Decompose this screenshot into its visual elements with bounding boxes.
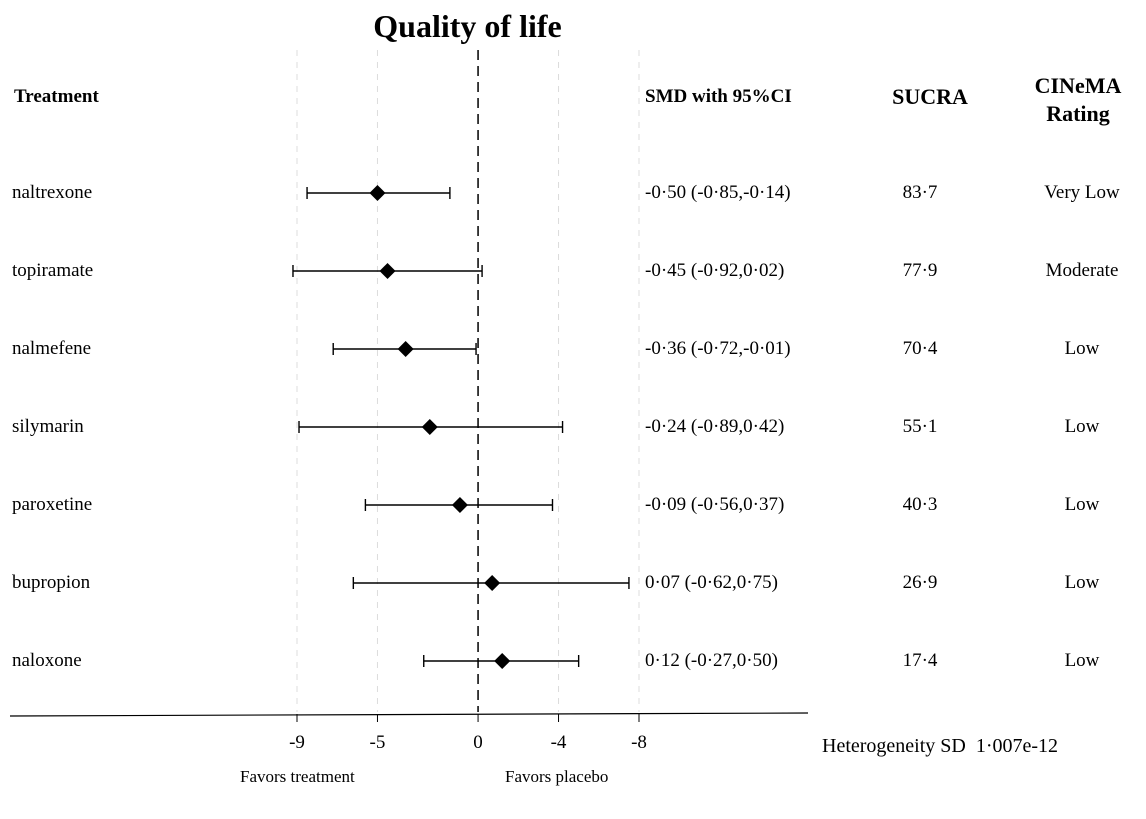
- favors-treatment-label: Favors treatment: [240, 767, 355, 786]
- row-label-bupropion: bupropion: [12, 572, 91, 593]
- point-estimate-naltrexone: [369, 185, 386, 201]
- x-tick-label-3: -4: [551, 732, 567, 753]
- cinema-rating-nalmefene: Low: [1064, 338, 1100, 359]
- column-header-cinema-line2: Rating: [1046, 101, 1110, 126]
- smd-value-bupropion: 0·07 (-0·62,0·75): [645, 572, 778, 593]
- smd-value-naltrexone: -0·50 (-0·85,-0·14): [645, 182, 791, 203]
- smd-value-topiramate: -0·45 (-0·92,0·02): [645, 260, 785, 281]
- favors-placebo-label: Favors placebo: [505, 767, 609, 786]
- column-header-smd: SMD with 95%CI: [645, 86, 792, 107]
- cinema-rating-silymarin: Low: [1064, 416, 1100, 437]
- heterogeneity-value: 1·007e-12: [975, 735, 1059, 757]
- cinema-rating-topiramate: Moderate: [1045, 260, 1119, 281]
- row-label-silymarin: silymarin: [12, 416, 84, 437]
- cinema-rating-bupropion: Low: [1064, 572, 1100, 593]
- sucra-value-paroxetine: 40·3: [902, 494, 938, 515]
- row-label-naloxone: naloxone: [12, 650, 82, 671]
- row-label-paroxetine: paroxetine: [12, 494, 93, 515]
- chart-title: Quality of life: [373, 8, 562, 44]
- point-estimate-nalmefene: [397, 341, 414, 357]
- column-header-cinema-line1: CINeMA: [1034, 73, 1122, 98]
- point-estimate-topiramate: [379, 263, 396, 279]
- sucra-value-bupropion: 26·9: [902, 572, 938, 593]
- column-header-cinema: CINeMA Rating: [1010, 72, 1146, 128]
- point-estimate-silymarin: [421, 419, 438, 435]
- sucra-value-topiramate: 77·9: [902, 260, 938, 281]
- smd-value-silymarin: -0·24 (-0·89,0·42): [645, 416, 785, 437]
- x-tick-label-4: -8: [631, 732, 647, 753]
- smd-value-paroxetine: -0·09 (-0·56,0·37): [645, 494, 785, 515]
- sucra-value-nalmefene: 70·4: [902, 338, 938, 359]
- point-estimate-paroxetine: [451, 497, 468, 513]
- cinema-rating-paroxetine: Low: [1064, 494, 1100, 515]
- point-estimate-naloxone: [494, 653, 511, 669]
- column-header-sucra: SUCRA: [892, 84, 968, 109]
- sucra-value-naloxone: 17·4: [902, 650, 938, 671]
- sucra-value-silymarin: 55·1: [902, 416, 938, 437]
- x-tick-label-2: 0: [473, 732, 483, 753]
- column-header-treatment: Treatment: [14, 86, 99, 107]
- smd-value-nalmefene: -0·36 (-0·72,-0·01): [645, 338, 791, 359]
- heterogeneity: Heterogeneity SD 1·007e-12: [822, 735, 1068, 758]
- row-label-topiramate: topiramate: [12, 260, 94, 281]
- x-axis-baseline: [9, 712, 809, 717]
- heterogeneity-label: Heterogeneity SD: [822, 735, 966, 757]
- smd-value-naloxone: 0·12 (-0·27,0·50): [645, 650, 778, 671]
- cinema-rating-naltrexone: Very Low: [1044, 182, 1120, 203]
- row-label-nalmefene: nalmefene: [12, 338, 92, 359]
- x-tick-label-1: -5: [370, 732, 386, 753]
- cinema-rating-naloxone: Low: [1064, 650, 1100, 671]
- x-tick-label-0: -9: [289, 732, 305, 753]
- sucra-value-naltrexone: 83·7: [902, 182, 938, 203]
- point-estimate-bupropion: [484, 575, 501, 591]
- row-label-naltrexone: naltrexone: [12, 182, 93, 203]
